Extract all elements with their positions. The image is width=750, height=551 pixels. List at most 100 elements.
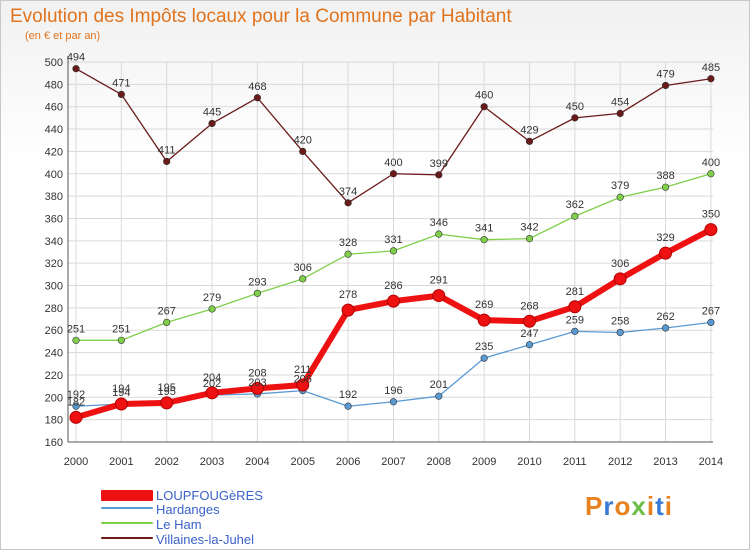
y-tick-label: 300 xyxy=(45,281,63,293)
data-label-hardanges: 194 xyxy=(112,387,130,399)
data-label-le-ham: 388 xyxy=(656,170,674,182)
logo-letter: P xyxy=(585,491,604,521)
legend-swatch-hardanges xyxy=(101,507,153,509)
data-labels: 494 471 411 445 468 420 374 400 399 460 429 450 454 4… xyxy=(67,52,720,409)
data-point-villaines-la-juhel xyxy=(299,147,307,156)
x-tick-label: 2008 xyxy=(427,456,451,468)
x-tick-label: 2011 xyxy=(563,456,587,468)
data-point-loupfoug-res xyxy=(341,303,355,317)
data-point-villaines-la-juhel xyxy=(435,171,443,179)
data-point-le-ham xyxy=(299,275,307,283)
x-tick-label: 2002 xyxy=(154,456,178,468)
data-point-villaines-la-juhel xyxy=(163,157,171,166)
data-point-hardanges xyxy=(435,392,443,400)
data-point-hardanges xyxy=(661,324,670,332)
data-point-hardanges xyxy=(72,402,80,410)
data-point-le-ham xyxy=(661,183,670,191)
data-label-villaines-la-juhel: 445 xyxy=(203,106,221,118)
data-point-villaines-la-juhel xyxy=(525,137,534,145)
data-point-le-ham xyxy=(72,336,80,344)
data-label-villaines-la-juhel: 468 xyxy=(248,81,266,93)
logo-letter: r xyxy=(603,491,615,521)
data-label-villaines-la-juhel: 479 xyxy=(656,68,674,80)
y-tick-label: 220 xyxy=(45,370,63,382)
data-point-villaines-la-juhel xyxy=(389,170,398,178)
x-tick-label: 2005 xyxy=(291,456,315,468)
data-label-villaines-la-juhel: 429 xyxy=(520,124,538,136)
data-label-villaines-la-juhel: 460 xyxy=(475,90,493,102)
logo-letter: i xyxy=(664,491,673,521)
data-label-hardanges: 192 xyxy=(67,389,85,401)
logo-letter: i xyxy=(646,491,656,521)
y-tick-label: 320 xyxy=(45,258,63,270)
y-tick-label: 420 xyxy=(45,146,63,158)
legend-label-hardanges: Hardanges xyxy=(156,502,220,517)
data-label-le-ham: 342 xyxy=(520,222,538,234)
data-label-loupfoug-res: 211 xyxy=(294,364,312,376)
y-tick-label: 180 xyxy=(45,415,63,427)
data-label-hardanges: 192 xyxy=(339,389,357,401)
data-label-hardanges: 258 xyxy=(611,315,629,327)
legend-swatch-loupfougeres xyxy=(101,490,153,501)
data-label-le-ham: 251 xyxy=(112,323,130,335)
data-label-le-ham: 306 xyxy=(294,262,312,274)
data-point-le-ham xyxy=(163,318,171,327)
y-tick-label: 400 xyxy=(45,169,63,181)
data-label-hardanges: 206 xyxy=(294,374,312,386)
data-point-villaines-la-juhel xyxy=(344,199,352,207)
data-point-loupfoug-res xyxy=(69,410,83,424)
x-tick-label: 2006 xyxy=(336,456,360,468)
y-tick-label: 380 xyxy=(45,191,63,203)
data-point-le-ham xyxy=(616,193,624,201)
data-point-hardanges xyxy=(571,327,579,335)
data-label-hardanges: 202 xyxy=(203,378,221,390)
data-label-hardanges: 201 xyxy=(430,379,448,391)
data-label-loupfoug-res: 278 xyxy=(339,289,357,301)
x-tick-label: 2000 xyxy=(64,456,88,468)
data-label-le-ham: 293 xyxy=(248,276,266,288)
data-point-loupfoug-res xyxy=(296,378,310,392)
legend-swatch-le-ham xyxy=(101,522,153,524)
data-label-villaines-la-juhel: 400 xyxy=(384,157,402,169)
data-label-le-ham: 279 xyxy=(203,292,221,304)
data-point-hardanges xyxy=(525,341,534,349)
data-point-villaines-la-juhel xyxy=(661,81,670,90)
data-label-loupfoug-res: 204 xyxy=(203,372,221,384)
data-point-loupfoug-res xyxy=(613,272,627,286)
legend-label-villaines: Villaines-la-Juhel xyxy=(156,532,255,547)
data-label-villaines-la-juhel: 454 xyxy=(611,96,629,108)
logo-letter: x xyxy=(631,491,647,521)
data-point-le-ham xyxy=(571,212,579,220)
data-label-hardanges: 195 xyxy=(158,386,176,398)
data-label-le-ham: 328 xyxy=(339,237,357,249)
data-label-loupfoug-res: 194 xyxy=(112,383,130,395)
logo-letter: t xyxy=(655,491,665,521)
data-point-le-ham xyxy=(707,170,715,178)
data-point-hardanges xyxy=(389,398,398,406)
data-point-le-ham xyxy=(480,236,488,244)
y-tick-label: 160 xyxy=(45,437,63,449)
data-label-villaines-la-juhel: 471 xyxy=(112,77,130,89)
data-point-villaines-la-juhel xyxy=(571,114,579,122)
data-label-villaines-la-juhel: 450 xyxy=(566,101,584,113)
data-label-le-ham: 331 xyxy=(384,234,402,246)
data-label-loupfoug-res: 268 xyxy=(520,300,538,312)
y-tick-label: 460 xyxy=(45,102,63,114)
y-tick-label: 200 xyxy=(45,392,63,404)
proxiti-logo: Proxiti xyxy=(585,491,673,522)
data-label-hardanges: 259 xyxy=(566,314,584,326)
data-label-le-ham: 400 xyxy=(702,157,720,169)
data-point-loupfoug-res xyxy=(568,300,582,314)
data-point-hardanges xyxy=(616,328,624,337)
axes xyxy=(67,56,713,443)
logo-letter: o xyxy=(614,491,632,521)
x-axis-ticks: 2000 2001 2002 2003 2004 2005 2006 2007 2008 2009… xyxy=(64,456,723,468)
y-tick-label: 500 xyxy=(45,57,63,69)
data-label-loupfoug-res: 291 xyxy=(430,275,448,287)
data-point-le-ham xyxy=(525,234,534,243)
data-label-loupfoug-res: 329 xyxy=(656,232,674,244)
data-label-villaines-la-juhel: 399 xyxy=(430,158,448,170)
data-point-loupfoug-res xyxy=(704,223,718,237)
data-label-le-ham: 341 xyxy=(475,223,493,235)
